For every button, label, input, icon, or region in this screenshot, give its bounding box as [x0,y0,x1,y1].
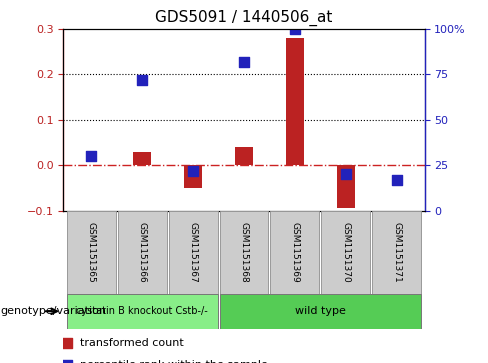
Text: GSM1151366: GSM1151366 [138,222,147,283]
Bar [184,165,202,188]
Bar [270,211,319,294]
Point [87,153,95,159]
Text: GSM1151365: GSM1151365 [87,222,96,283]
Bar [220,294,421,329]
Bar [67,211,116,294]
Bar [321,211,370,294]
Text: GSM1151371: GSM1151371 [392,222,401,283]
Text: GSM1151369: GSM1151369 [290,222,299,283]
Text: GSM1151368: GSM1151368 [240,222,248,283]
Text: transformed count: transformed count [80,338,183,348]
Bar [337,165,355,208]
Bar [235,147,253,165]
Point [291,26,299,32]
Bar [169,211,218,294]
Text: wild type: wild type [295,306,346,316]
Bar [372,211,421,294]
Bar [133,152,151,165]
Bar [67,294,218,329]
Text: genotype/variation: genotype/variation [0,306,106,316]
Text: GSM1151367: GSM1151367 [189,222,198,283]
Bar [220,211,268,294]
Point [240,59,248,65]
Bar [286,38,304,165]
Point [273,252,281,258]
Text: cystatin B knockout Cstb-/-: cystatin B knockout Cstb-/- [77,306,208,316]
Point [139,77,146,83]
Point [393,177,401,183]
Text: GSM1151370: GSM1151370 [341,222,350,283]
Text: percentile rank within the sample: percentile rank within the sample [80,360,267,363]
Bar [118,211,167,294]
Title: GDS5091 / 1440506_at: GDS5091 / 1440506_at [155,10,333,26]
Point [189,168,197,174]
Point [342,171,349,177]
Point [273,54,281,60]
